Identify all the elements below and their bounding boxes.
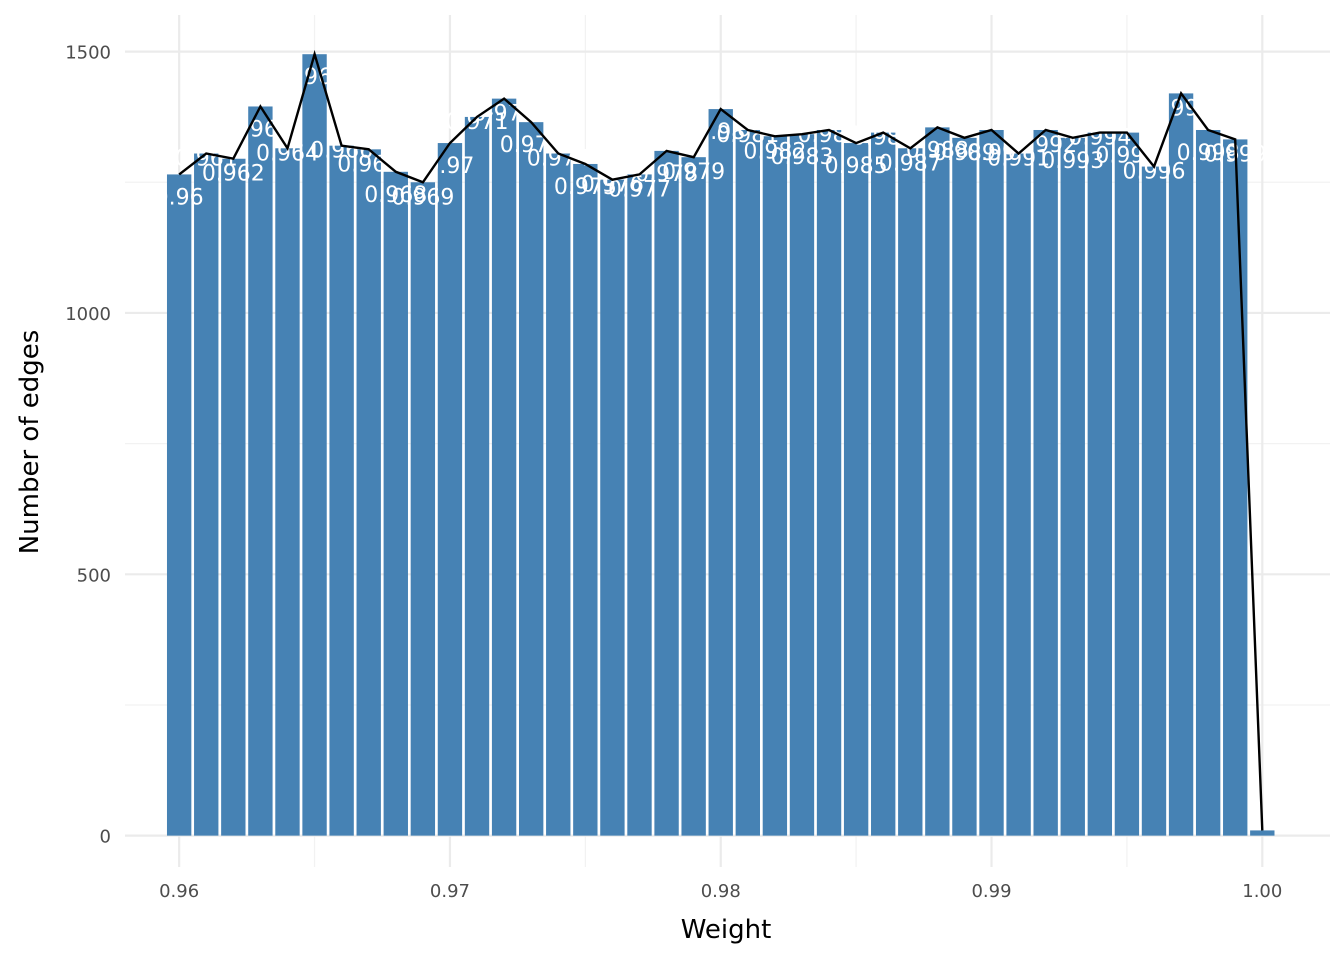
bar xyxy=(735,129,760,836)
y-tick-label: 1000 xyxy=(65,304,111,325)
bar xyxy=(600,179,625,836)
bar xyxy=(1060,137,1085,836)
bar xyxy=(843,143,869,836)
bar-label: 0.974 xyxy=(527,147,590,172)
bar xyxy=(302,54,327,836)
bar xyxy=(1168,93,1194,836)
bar-label: 0.979 xyxy=(662,160,725,185)
bars xyxy=(166,54,1275,836)
bar xyxy=(546,153,571,836)
bar-label: 0.965 xyxy=(283,65,346,90)
y-tick-label: 500 xyxy=(77,565,111,586)
bar xyxy=(1114,132,1140,836)
bar xyxy=(1223,139,1248,836)
bar-label: 0.978 xyxy=(635,162,698,187)
x-tick-label: 0.99 xyxy=(971,881,1011,902)
x-tick-label: 0.97 xyxy=(430,881,470,902)
bar-label: 0.983 xyxy=(770,145,833,170)
bar xyxy=(952,137,977,836)
bar xyxy=(329,145,354,836)
x-tick-label: 0.96 xyxy=(159,881,199,902)
bar xyxy=(898,148,923,836)
bar-label: 0.967 xyxy=(337,152,400,177)
x-axis-ticks: 0.96 0.97 0.98 0.99 1.00 xyxy=(159,881,1282,902)
bar xyxy=(789,134,815,836)
y-tick-label: 1500 xyxy=(65,43,111,64)
bar xyxy=(1195,129,1221,836)
bar-label: 0.989 xyxy=(933,141,996,166)
bar-label: 0.998 xyxy=(1177,141,1240,166)
y-tick-label: 0 xyxy=(100,827,111,848)
bar-label: 0.994 xyxy=(1068,126,1131,151)
bar-label: 0.968 xyxy=(364,183,427,208)
bar xyxy=(1141,166,1167,836)
bar xyxy=(275,148,300,836)
bar-label: 0.987 xyxy=(879,151,942,176)
bar xyxy=(1006,153,1031,836)
bar-label: 0.969 xyxy=(391,185,454,210)
bar xyxy=(925,127,950,836)
frequency-line xyxy=(178,49,1264,831)
bar-label: 0.993 xyxy=(1041,149,1104,174)
bar-label: 0.982 xyxy=(743,139,806,164)
bar xyxy=(464,116,490,836)
bar-label: 0.995 xyxy=(1095,144,1158,169)
bar xyxy=(221,158,246,836)
bar xyxy=(194,153,219,836)
bar xyxy=(681,157,706,836)
bar-label: 0.976 xyxy=(581,173,644,198)
bar-label: 0.991 xyxy=(987,147,1050,172)
bar-label: 0.977 xyxy=(608,177,671,202)
bar xyxy=(1087,132,1113,836)
bar-label: 0.997 xyxy=(1150,96,1213,121)
bar xyxy=(356,149,381,836)
bar xyxy=(871,132,896,836)
bar-label: 0.975 xyxy=(554,175,617,200)
bar xyxy=(573,163,598,836)
bar xyxy=(383,171,408,836)
bar-label: 0.98 xyxy=(696,120,745,145)
bar xyxy=(708,109,733,836)
bar xyxy=(654,150,679,836)
y-axis-ticks: 0 500 1000 1500 xyxy=(65,43,111,848)
bar xyxy=(437,143,463,836)
bar xyxy=(816,129,842,836)
bar-label: 0.986 xyxy=(852,126,915,151)
bar-label: 0.984 xyxy=(798,123,861,148)
bar-label: 0.985 xyxy=(825,154,888,179)
bar xyxy=(410,182,436,836)
x-axis-title: Weight xyxy=(681,915,772,945)
bar-label: 0.962 xyxy=(202,162,265,187)
bar xyxy=(166,174,192,836)
x-tick-label: 1.00 xyxy=(1242,881,1282,902)
bar xyxy=(627,174,652,836)
bar xyxy=(1033,129,1058,836)
bar xyxy=(518,122,544,836)
bar-label: 0.961 xyxy=(175,147,238,172)
bar xyxy=(979,129,1004,836)
bar-label: 0.96 xyxy=(155,185,204,210)
bar xyxy=(491,98,517,836)
y-axis-title: Number of edges xyxy=(15,330,45,555)
bar xyxy=(762,136,788,836)
bar-label: 0.971 xyxy=(446,110,509,135)
bar xyxy=(248,106,273,836)
x-tick-label: 0.98 xyxy=(701,881,741,902)
bar xyxy=(1250,830,1275,836)
